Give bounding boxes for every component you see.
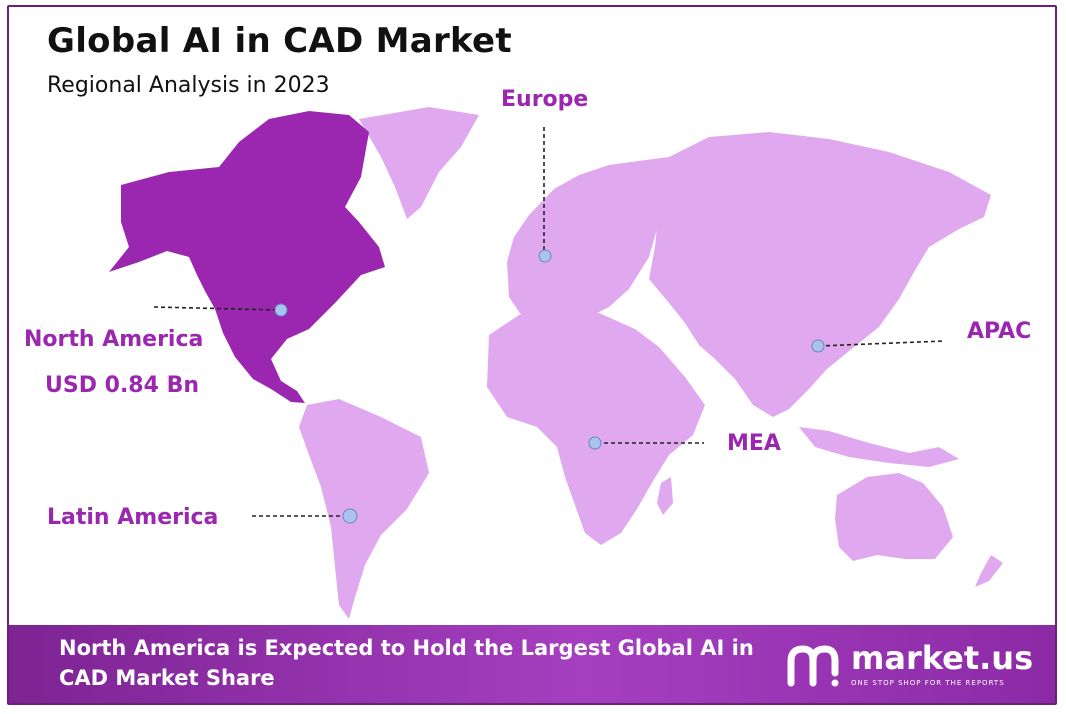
market-us-logo-icon <box>787 645 839 687</box>
australia-shape <box>835 473 953 561</box>
page-title: Global AI in CAD Market <box>47 21 512 61</box>
north-america-shape <box>109 111 385 403</box>
logo-name: market.us <box>851 639 1034 677</box>
logo-tagline: ONE STOP SHOP FOR THE REPORTS <box>851 679 1005 687</box>
mea-label: MEA <box>727 431 781 456</box>
europe-label: Europe <box>501 87 589 112</box>
mea-marker <box>588 436 602 450</box>
latin-america-label: Latin America <box>47 505 219 530</box>
islands-shape <box>799 427 959 467</box>
europe-marker <box>538 249 552 263</box>
north-america-value: USD 0.84 Bn <box>45 373 199 398</box>
north-america-marker <box>274 303 288 317</box>
new-zealand-shape <box>975 555 1003 587</box>
footer-banner: North America is Expected to Hold the La… <box>9 625 1055 703</box>
north-america-label: North America <box>24 327 204 352</box>
madagascar-shape <box>657 477 673 515</box>
latin-america-marker <box>342 508 358 524</box>
greenland-shape <box>359 107 479 219</box>
footer-text: North America is Expected to Hold the La… <box>59 636 754 690</box>
infographic-frame: Global AI in CAD Market Regional Analysi… <box>7 5 1057 705</box>
page-subtitle: Regional Analysis in 2023 <box>47 73 330 98</box>
asia-shape <box>609 132 991 417</box>
africa-shape <box>487 309 705 545</box>
market-us-logo: market.us ONE STOP SHOP FOR THE REPORTS <box>785 639 1033 691</box>
europe-shape <box>507 165 669 329</box>
world-map <box>109 107 1003 619</box>
apac-label: APAC <box>967 319 1032 344</box>
south-america-shape <box>299 399 429 619</box>
apac-marker <box>811 339 825 353</box>
